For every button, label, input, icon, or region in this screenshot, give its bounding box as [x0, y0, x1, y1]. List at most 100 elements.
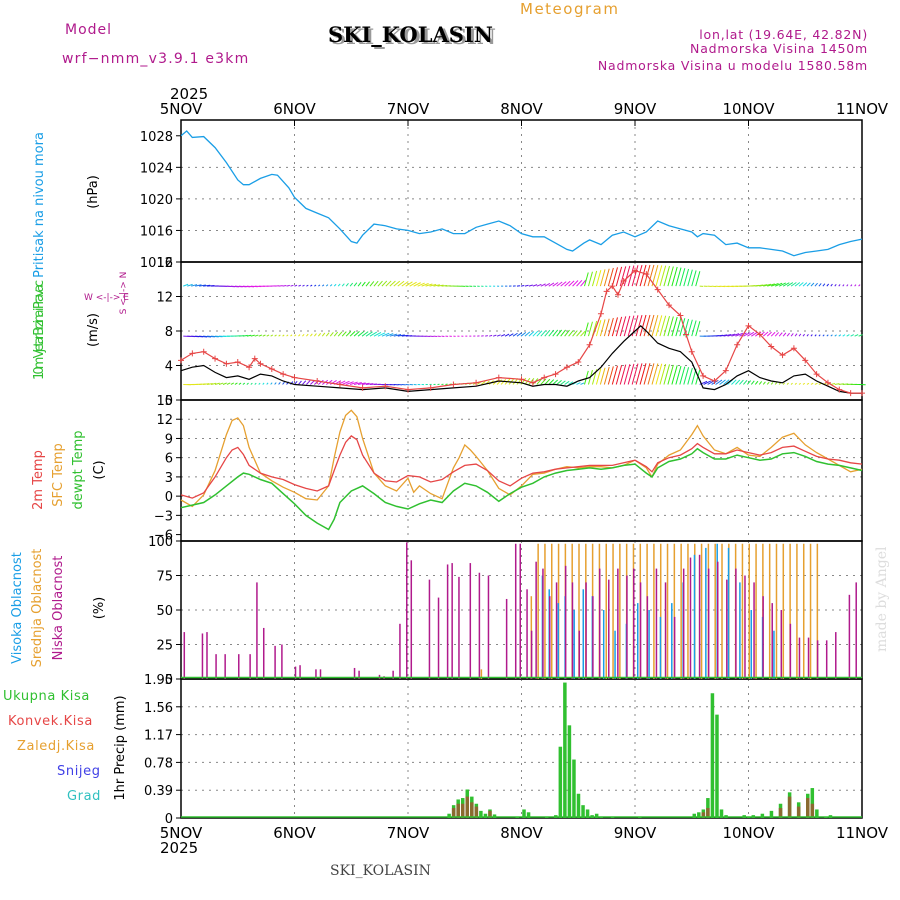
cloud-unit: (%) [92, 597, 107, 620]
y-tick-label: 16 [156, 256, 173, 271]
wind-arrow [619, 364, 627, 385]
wind-gust-marker [518, 376, 525, 383]
wind-arrow [750, 380, 755, 385]
cloud-low-bar [505, 598, 508, 679]
wind-arrow [834, 383, 840, 385]
wind-arrow [286, 334, 289, 337]
wind-arrow [623, 265, 631, 287]
precip-total-bar [479, 810, 483, 818]
cloud-low-bar [428, 579, 431, 679]
cloud-low-bar [201, 633, 204, 679]
wind-arrow [246, 382, 249, 385]
x-tick-label-top: 10NOV [722, 100, 775, 118]
x-tick-label-bottom: 6NOV [273, 824, 316, 842]
wind-gust-marker [280, 371, 287, 378]
y-tick-label: 0 [165, 394, 173, 409]
wind-gust-marker [178, 357, 184, 364]
wind-arrow [655, 265, 663, 287]
cloud-mid-bar [619, 543, 621, 679]
wind-gust-marker [824, 379, 831, 386]
cloud-low-bar [410, 560, 413, 679]
precip-total-bar [719, 809, 724, 818]
cloud-mid-bar [537, 543, 539, 679]
wind-arrow [671, 365, 678, 385]
wind-arrow [639, 264, 647, 287]
credit-text: made by Angel [874, 546, 890, 652]
wind-gust-marker [234, 359, 241, 366]
cloud-low-bar [451, 563, 453, 679]
cloud-low-bar [542, 568, 544, 679]
wind-arrow [548, 379, 555, 385]
y-tick-label: 0 [165, 490, 173, 505]
wind-arrow [397, 334, 405, 337]
cloud-low-bar [726, 579, 728, 679]
panel-frame [180, 678, 863, 819]
cloud-mid-bar [809, 543, 812, 679]
precip-legend-snow: Snijeg [57, 764, 101, 779]
cloud-low-ylabel: Niska Oblacnost [51, 556, 66, 661]
wind-arrow [480, 381, 486, 385]
wind-arrow [639, 363, 647, 385]
wind-gust-marker [688, 348, 695, 355]
x-tick-label-bottom: 11NOV [836, 824, 889, 842]
wind-arrow [310, 333, 313, 337]
cloud-mid-bar [741, 543, 744, 679]
wind-arrow [290, 334, 293, 337]
wind-arrow [381, 280, 388, 287]
chart-title-shadow: SKI_KOLASIN [331, 24, 496, 49]
cloud-low-bar [735, 568, 737, 679]
wind-arrow [278, 382, 281, 385]
wind-arrow [389, 280, 396, 287]
precip-conv-bar [796, 806, 801, 818]
cloud-low-bar [215, 654, 217, 679]
footer-station: SKI_KOLASIN [330, 863, 431, 879]
precip-conv-bar [701, 812, 706, 818]
wind-gust-marker [700, 372, 707, 379]
wind-arrow [587, 321, 593, 337]
wind-arrow [345, 283, 349, 287]
cloud-low-bar [294, 666, 297, 679]
wind-arrow [349, 282, 354, 287]
cloud-low-bar [633, 568, 635, 679]
wind-arrow [778, 332, 783, 337]
wind-arrow [536, 330, 543, 337]
cloud-low-bar [689, 557, 692, 679]
cloud-low-bar [183, 632, 186, 679]
wind-arrow [417, 282, 425, 287]
wind-gust-marker [654, 286, 661, 293]
precip-total-bar [710, 693, 715, 818]
x-tick-label-top: 5NOV [160, 100, 203, 118]
wind-arrow [234, 382, 238, 385]
precip-total-bar [572, 759, 576, 818]
wind-arrow [373, 331, 382, 337]
wind-speed-line [180, 324, 862, 394]
precip-total-bar [692, 813, 697, 818]
wind-arrow [727, 333, 736, 337]
wind-gust-marker [246, 364, 253, 371]
wind-gust-marker [632, 267, 638, 274]
wind-gust-marker [529, 379, 536, 386]
cloud-mid-bar [714, 543, 716, 679]
cloud-high-bar [671, 603, 673, 679]
wind-arrow [627, 315, 635, 337]
cloud-low-bar [571, 582, 574, 679]
y-tick-label: 1012 [140, 256, 173, 271]
cloud-low-bar [458, 576, 460, 679]
cloud-mid-ylabel: Srednja Oblacnost [30, 549, 45, 668]
wind-gust-marker [450, 381, 457, 388]
wind-arrow [357, 382, 366, 385]
wind-arrow [389, 333, 398, 337]
wind-arrow [337, 331, 343, 337]
cloud-low-bar [798, 637, 801, 679]
cloud-low-bar [249, 654, 251, 679]
wind-arrow [361, 331, 369, 337]
precip-conv-bar [778, 808, 783, 818]
precip-conv-bar [706, 808, 710, 818]
cloud-low-bar [238, 654, 240, 679]
x-tick-label-bottom: 8NOV [500, 824, 543, 842]
temp-unit: (C) [92, 460, 107, 479]
wind-gust-marker [734, 341, 741, 348]
wind-arrow [647, 314, 655, 337]
wind-gust-marker [836, 386, 843, 393]
wind-gust-marker [790, 345, 797, 352]
